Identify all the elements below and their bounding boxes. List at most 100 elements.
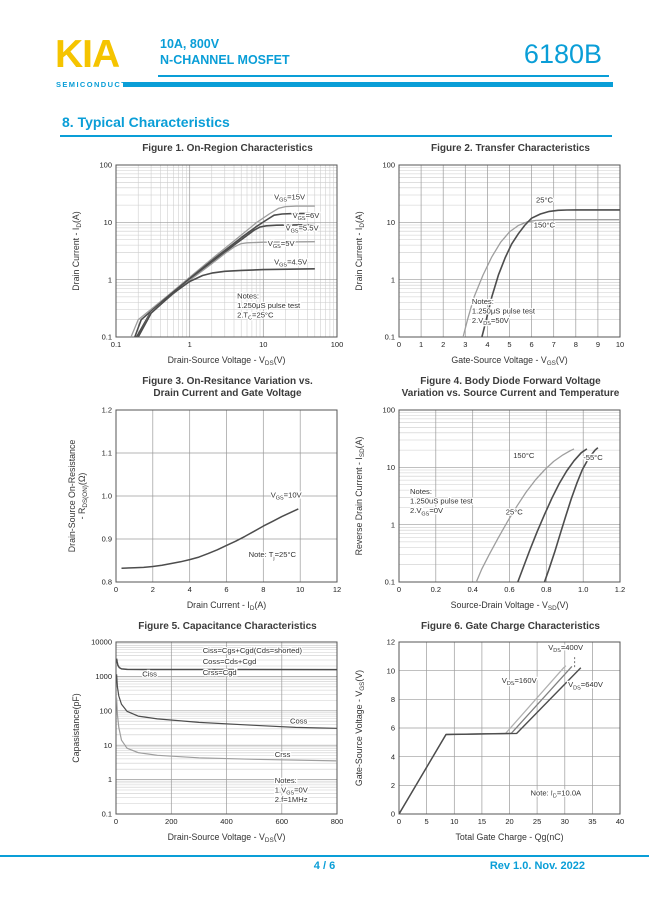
figure-4-ytick: 10 — [387, 462, 395, 471]
figure-1-ytick: 100 — [99, 160, 112, 169]
figure-4-note-line: Notes: — [410, 487, 432, 496]
figure-3-ytick: 0.8 — [102, 577, 112, 586]
figure-3-annotation: VGS=10V — [271, 490, 303, 501]
figure-2: Figure 2. Transfer Characteristics 0 1 2 3 4… — [349, 143, 632, 369]
figure-4-xlabel: Source-Drain Voltage - VSD(V) — [451, 600, 569, 612]
figure-5-annotation: Coss — [290, 716, 308, 725]
figure-1-plot-container: 0.1 1 10 100 0.1 1 10 100 Drain-Source Voltage -… — [66, 157, 349, 369]
figure-6-series-group — [398, 657, 582, 815]
figure-2-title-line: Figure 2. Transfer Characteristics — [431, 143, 590, 154]
figure-2-curve-150-c — [462, 218, 620, 337]
figure-3-series-group — [121, 507, 299, 569]
figure-6-xtick: 35 — [588, 817, 596, 826]
figure-3-xtick: 12 — [333, 585, 341, 594]
figure-1-annotation: VGS=5.5V — [286, 223, 320, 234]
figure-6-title: Figure 6. Gate Charge Characteristics — [349, 621, 632, 634]
figure-1-ylabel: Drain Current - ID(A) — [71, 211, 83, 290]
figure-1-curve-vgs-4.5v — [137, 267, 315, 337]
figure-4-annotation: 150°C — [513, 451, 535, 460]
figure-6-xtick: 20 — [505, 817, 513, 826]
figure-1-ytick: 0.1 — [102, 332, 112, 341]
figure-5-xtick: 600 — [276, 817, 289, 826]
figure-5-annotation: Crss=Cgd — [203, 668, 237, 677]
figure-5-xlabel: Drain-Source Voltage - VDS(V) — [168, 832, 286, 844]
figure-6-xtick: 30 — [561, 817, 569, 826]
figure-5-ytick: 100 — [99, 706, 112, 715]
figure-4-xtick: 1.2 — [615, 585, 625, 594]
figure-2-note-line: 2.VDS=50V — [472, 315, 510, 326]
figure-5-note-line: 1.VGS=0V — [275, 785, 309, 796]
figure-2-ytick: 10 — [387, 217, 395, 226]
figure-5-curve-ciss — [115, 658, 338, 671]
figure-6-xtick: 15 — [478, 817, 486, 826]
figure-1: Figure 1. On-Region Characteristics 0.1 1… — [66, 143, 349, 369]
page-indicator: 4 / 6 — [313, 860, 336, 872]
figure-6-curve-vds-640v — [398, 667, 582, 815]
figure-4-xtick: 0.8 — [541, 585, 551, 594]
figure-4-title-line: Figure 4. Body Diode Forward Voltage — [420, 375, 601, 387]
figure-2-plot: 0 1 2 3 4 5 6 7 8 9 10 0.1 1 10 100 Gate-Source Voltage… — [354, 160, 624, 367]
figure-1-ytick: 1 — [108, 275, 112, 284]
figure-1-annotation: VGS=15V — [274, 192, 306, 203]
figure-3-title-line: Figure 3. On-Resitance Variation vs. — [142, 375, 313, 387]
figure-5-ylabel: Capasistance(pF) — [71, 693, 81, 762]
figure-3-xtick: 0 — [114, 585, 118, 594]
figure-2-ytick: 1 — [391, 275, 395, 284]
figure-1-plot: 0.1 1 10 100 0.1 1 10 100 Drain-Source Voltage -… — [71, 160, 343, 367]
figure-2-series-group — [462, 208, 620, 337]
figure-4-xtick: 0 — [397, 585, 401, 594]
figure-2-xtick: 7 — [552, 340, 556, 349]
figure-1-annotation: VGS=5V — [268, 238, 296, 249]
figure-4-title-line: Variation vs. Source Current and Tempera… — [401, 388, 620, 399]
figure-1-note-line: Notes: — [237, 291, 259, 300]
figure-6-title-line: Figure 6. Gate Charge Characteristics — [421, 620, 600, 632]
figure-2-xtick: 5 — [507, 340, 511, 349]
figure-1-xlabel: Drain-Source Voltage - VDS(V) — [168, 355, 286, 367]
figure-3: Figure 3. On-Resitance Variation vs. Drai… — [66, 376, 349, 614]
figure-6-note-line: Note: ID=10.0A — [531, 788, 583, 799]
figure-4-xtick: 0.4 — [467, 585, 477, 594]
figure-2-xtick: 2 — [441, 340, 445, 349]
figure-5-ytick: 0.1 — [102, 810, 112, 819]
figure-3-xtick: 2 — [151, 585, 155, 594]
figure-3-xtick: 8 — [261, 585, 265, 594]
figure-3-title-line: Drain Current and Gate Voltage — [153, 388, 302, 399]
figure-5-annotation: Crss — [275, 750, 291, 759]
figure-6-ytick: 4 — [391, 752, 395, 761]
figure-6-xtick: 25 — [533, 817, 541, 826]
figure-6-plot: 0 5 10 15 20 25 30 35 40 0 2 4 6 8 10 12 Total Gate Char… — [354, 638, 624, 842]
figure-1-title: Figure 1. On-Region Characteristics — [66, 143, 349, 156]
figure-3-ylabel: - RDS(ON)(Ω) — [77, 472, 89, 519]
footer-rule — [0, 855, 649, 857]
figure-5-ytick: 10 — [104, 741, 112, 750]
figure-6-ytick: 6 — [391, 724, 395, 733]
figure-3-title: Figure 3. On-Resitance Variation vs. Drai… — [66, 376, 349, 401]
figure-5-title: Figure 5. Capacitance Characteristics — [66, 621, 349, 634]
figure-5-plot-container: 0 200 400 600 800 0.1 1 10 100 1000 10000 Drain-Sou… — [66, 634, 349, 846]
figure-5-curve-crss — [116, 697, 338, 762]
figure-5-ytick: 10000 — [91, 638, 112, 647]
figure-2-note-line: 1.250μS pulse test — [472, 306, 536, 315]
figure-1-annotation: VGS=4.5V — [274, 257, 308, 268]
charts-grid: Figure 1. On-Region Characteristics 0.1 1… — [66, 143, 632, 846]
figure-6-annotation: VDS=640V — [568, 680, 604, 691]
figure-5-title-line: Figure 5. Capacitance Characteristics — [138, 620, 317, 632]
figure-1-curve-vgs-15v — [130, 204, 315, 337]
figure-6-ytick: 10 — [387, 666, 395, 675]
figure-5: Figure 5. Capacitance Characteristics 0 2… — [66, 621, 349, 847]
figure-3-ytick: 1.2 — [102, 405, 112, 414]
figure-1-xtick: 0.1 — [111, 340, 121, 349]
figure-4-xtick: 1.0 — [578, 585, 588, 594]
figure-6-annotation: VDS=160V — [502, 676, 538, 687]
figure-3-xlabel: Drain Current - ID(A) — [187, 600, 266, 612]
figure-6-ytick: 8 — [391, 695, 395, 704]
figure-1-series-group — [130, 204, 315, 337]
figure-5-annotation: Ciss — [142, 669, 157, 678]
figure-4-curve--55-c — [543, 446, 599, 582]
figure-2-annotation: 150°C — [534, 220, 556, 229]
figure-4-plot: 0 0.2 0.4 0.6 0.8 1.0 1.2 0.1 1 10 100 Source-Drain… — [354, 405, 625, 612]
figure-4-plot-container: 0 0.2 0.4 0.6 0.8 1.0 1.2 0.1 1 10 100 Source-Drain… — [349, 402, 632, 614]
figure-2-xtick: 6 — [530, 340, 534, 349]
figure-2-ytick: 0.1 — [385, 332, 395, 341]
figure-1-note-line: 1.250μS pulse test — [237, 301, 301, 310]
